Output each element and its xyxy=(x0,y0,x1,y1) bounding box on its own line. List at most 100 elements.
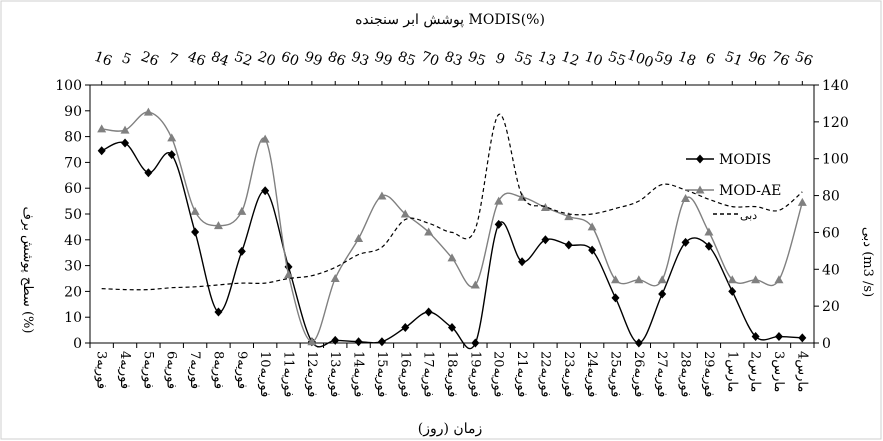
y-tick-label-right: 60 xyxy=(822,225,840,241)
cloud-cover-label: 20 xyxy=(255,49,277,70)
y-tick-label-left: 10 xyxy=(64,310,82,326)
data-point-mod-ae xyxy=(751,275,761,284)
y-tick-label-right: 20 xyxy=(822,299,840,315)
x-tick-label: 4فوریه xyxy=(117,351,132,389)
data-point-modis xyxy=(331,335,340,345)
cloud-cover-label: 83 xyxy=(442,49,464,70)
x-tick-label: 25فوریه xyxy=(607,351,622,397)
y-tick-label-left: 20 xyxy=(64,284,82,300)
y-axis-title-right: دبی (m3 /s) xyxy=(860,227,875,297)
y-tick-label-left: 60 xyxy=(64,181,82,197)
data-point-mod-ae xyxy=(167,133,177,142)
y-tick-label-left: 0 xyxy=(73,336,82,352)
x-tick-label: 12فوریه xyxy=(304,351,319,397)
cloud-cover-label: 99 xyxy=(302,49,324,70)
data-point-mod-ae xyxy=(681,194,691,203)
data-point-modis xyxy=(144,168,153,178)
x-tick-label: 21فوریه xyxy=(514,351,529,397)
x-tick-label: 1مارس xyxy=(724,351,739,392)
cloud-cover-label: 46 xyxy=(185,49,207,70)
data-point-modis xyxy=(658,289,667,299)
data-point-mod-ae xyxy=(447,253,457,262)
x-tick-label: 22فوریه xyxy=(537,351,552,397)
data-point-mod-ae xyxy=(97,124,107,133)
y-tick-label-left: 30 xyxy=(64,259,82,275)
data-point-mod-ae xyxy=(284,270,294,279)
data-point-modis xyxy=(634,338,643,348)
cloud-cover-label: 55 xyxy=(512,49,534,70)
cloud-cover-label: 96 xyxy=(746,49,768,70)
x-tick-label: 17فوریه xyxy=(421,351,436,397)
legend-marker-modis xyxy=(696,154,704,164)
y-tick-label-left: 80 xyxy=(64,130,82,146)
data-point-modis xyxy=(471,338,480,348)
x-tick-label: 13فوریه xyxy=(327,351,342,397)
data-point-mod-ae xyxy=(494,196,504,205)
x-tick-label: 10فوریه xyxy=(257,351,272,397)
x-tick-label: 15فوریه xyxy=(374,351,389,397)
data-point-mod-ae xyxy=(564,212,574,221)
cloud-cover-label: 99 xyxy=(372,49,394,70)
x-tick-label: 28فوریه xyxy=(678,351,693,397)
data-point-mod-ae xyxy=(213,221,223,230)
cloud-cover-label: 18 xyxy=(676,49,698,70)
data-point-modis xyxy=(518,257,527,267)
x-tick-label: 2مارس xyxy=(748,351,763,392)
data-point-modis xyxy=(424,307,433,317)
data-point-mod-ae xyxy=(634,275,644,284)
data-point-modis xyxy=(728,286,737,296)
x-tick-label: 27فوریه xyxy=(654,351,669,397)
y-tick-label-left: 70 xyxy=(64,155,82,171)
cloud-cover-label: 55 xyxy=(606,49,628,70)
data-point-mod-ae xyxy=(540,203,550,212)
cloud-cover-label: 70 xyxy=(419,49,441,70)
data-point-mod-ae xyxy=(774,275,784,284)
data-point-modis xyxy=(97,146,106,156)
data-point-mod-ae xyxy=(143,107,153,116)
y-tick-label-right: 140 xyxy=(822,78,849,94)
data-point-modis xyxy=(191,227,200,237)
x-tick-label: 3فوریه xyxy=(94,351,109,389)
cloud-cover-label: 12 xyxy=(559,49,581,70)
x-tick-label: 24فوریه xyxy=(584,351,599,397)
data-point-mod-ae xyxy=(237,206,247,215)
x-tick-label: 11فوریه xyxy=(281,351,296,397)
data-point-modis xyxy=(167,150,176,160)
cloud-cover-label: 84 xyxy=(209,49,231,70)
data-point-modis xyxy=(494,219,503,229)
cloud-cover-label: 86 xyxy=(325,49,347,70)
data-point-mod-ae xyxy=(354,234,364,243)
x-tick-label: 19فوریه xyxy=(467,351,482,397)
y-axis-title-left: سطح پوشش برف (%) xyxy=(20,207,35,334)
legend-label-mod-ae: MOD-AE xyxy=(719,183,781,199)
x-tick-label: 26فوریه xyxy=(631,351,646,397)
cloud-cover-label: 59 xyxy=(652,49,674,70)
data-point-mod-ae xyxy=(377,191,387,200)
data-point-mod-ae xyxy=(797,197,807,206)
data-point-modis xyxy=(541,235,550,245)
x-tick-label: 4مارس xyxy=(794,351,809,392)
x-tick-label: 3مارس xyxy=(771,351,786,392)
plot-area: 0 10 20 30 40 50 60 70 80 90 100 0 20 40 60 80 100 120 140… xyxy=(55,47,848,397)
y-tick-label-right: 80 xyxy=(822,189,840,205)
data-point-modis xyxy=(798,333,807,343)
cloud-cover-label: 95 xyxy=(466,49,488,70)
data-point-mod-ae xyxy=(587,222,597,231)
cloud-cover-label: 51 xyxy=(723,49,745,70)
y-tick-label-left: 100 xyxy=(55,78,82,94)
data-point-mod-ae xyxy=(260,134,270,143)
data-point-modis xyxy=(611,293,620,303)
y-tick-label-left: 40 xyxy=(64,233,82,249)
x-tick-label: 14فوریه xyxy=(351,351,366,397)
data-point-modis xyxy=(401,323,410,333)
data-point-modis xyxy=(681,237,690,247)
y-tick-label-left: 90 xyxy=(64,104,82,120)
y-tick-label-left: 50 xyxy=(64,207,82,223)
y-tick-label-right: 40 xyxy=(822,262,840,278)
cloud-cover-label: 13 xyxy=(536,49,558,70)
x-tick-label: 29فوریه xyxy=(701,351,716,397)
data-point-mod-ae xyxy=(610,275,620,284)
data-point-mod-ae xyxy=(400,209,410,218)
